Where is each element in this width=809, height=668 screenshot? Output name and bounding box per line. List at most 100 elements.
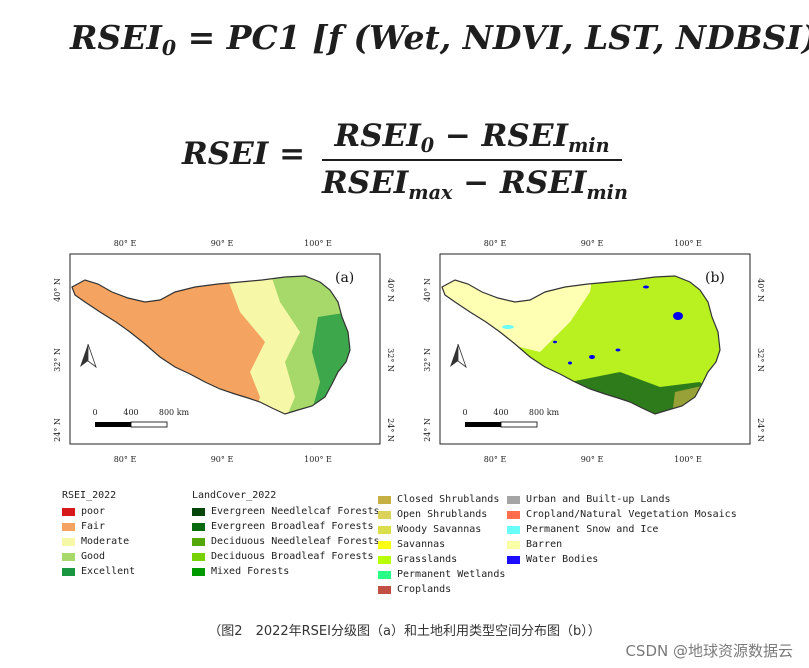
- legend-label: Excellent: [81, 566, 136, 577]
- scale-label-0: 0: [462, 408, 467, 417]
- water-body: [568, 361, 572, 365]
- scale-label-400: 400: [123, 408, 138, 417]
- legend-label: Mixed Forests: [211, 566, 290, 577]
- eq2-num-minus: − RSEI: [434, 118, 568, 154]
- legend-label: Urban and Built-up Lands: [526, 494, 671, 505]
- legend-item: Excellent: [62, 564, 135, 579]
- legend-swatch: [192, 567, 205, 576]
- legend-item: Permanent Wetlands: [378, 567, 505, 582]
- eq2-numerator: RSEI0 − RSEImin: [322, 118, 622, 157]
- lat-tick-left: 24° N: [423, 418, 432, 442]
- lon-tick-top: 100° E: [304, 239, 332, 248]
- legend-swatch: [507, 540, 520, 549]
- eq2-den-term: RSEI: [322, 165, 409, 201]
- legend-rsei: RSEI_2022 poor Fair Moderate Good Excell…: [62, 490, 135, 579]
- eq1-rhs: = PC1 [f (Wet, NDVI, LST, NDBSI)]: [187, 18, 809, 57]
- legend-item: Moderate: [62, 534, 135, 549]
- map-b-outline: [441, 275, 721, 415]
- legend-label: Closed Shrublands: [397, 494, 500, 505]
- legend-swatch: [507, 510, 520, 519]
- map-a-outline: [71, 275, 351, 415]
- legend-swatch: [62, 522, 75, 531]
- lon-tick-top: 80° E: [114, 239, 137, 248]
- equation-rsei0: RSEI0 = PC1 [f (Wet, NDVI, LST, NDBSI)]: [70, 18, 809, 60]
- legend-label: poor: [81, 506, 106, 517]
- legend-item: Water Bodies: [507, 552, 737, 567]
- north-arrow-icon: [80, 343, 97, 369]
- map-figure: 80° E 90° E 100° E 80° E 90° E 100° E 40…: [40, 232, 780, 482]
- scale-bar: 0 400 800 km: [92, 408, 190, 428]
- lat-tick-left: 32° N: [423, 348, 432, 372]
- legend-item: Evergreen Needlelcaf Forests: [192, 504, 380, 519]
- lon-tick-bottom: 100° E: [674, 455, 702, 464]
- legend-swatch: [378, 510, 391, 519]
- lat-tick-right: 40° N: [386, 278, 395, 302]
- eq2-den-sub2: min: [586, 180, 628, 204]
- legend-item: Mixed Forests: [192, 564, 380, 579]
- legend-item: Cropland/Natural Vegetation Mosaics: [507, 507, 737, 522]
- legend-landcover-other: Urban and Built-up Lands Cropland/Natura…: [507, 492, 737, 567]
- scale-label-800: 800 km: [529, 408, 560, 417]
- lon-tick-top: 90° E: [211, 239, 234, 248]
- scale-label-800: 800 km: [159, 408, 190, 417]
- map-panel-a: 80° E 90° E 100° E 80° E 90° E 100° E 40…: [50, 232, 400, 472]
- watermark: CSDN @地球资源数据云: [625, 642, 793, 660]
- map-a-svg: 80° E 90° E 100° E 80° E 90° E 100° E 40…: [53, 239, 395, 464]
- legend-label: Good: [81, 551, 106, 562]
- eq2-num-sub2: min: [567, 133, 610, 157]
- legend-swatch: [378, 525, 391, 534]
- legend-swatch: [378, 540, 391, 549]
- lon-tick-bottom: 80° E: [114, 455, 137, 464]
- legend-label: Permanent Wetlands: [397, 569, 506, 580]
- lon-tick-bottom: 100° E: [304, 455, 332, 464]
- eq2-denominator: RSEImax − RSEImin: [322, 165, 628, 204]
- lon-tick-top: 90° E: [581, 239, 604, 248]
- legend-label: Deciduous Needleleaf Forests: [211, 536, 380, 547]
- legend-item: Open Shrublands: [378, 507, 505, 522]
- legend-swatch: [378, 495, 391, 504]
- legend-label: Savannas: [397, 539, 446, 550]
- lat-tick-right: 24° N: [756, 418, 765, 442]
- lon-tick-top: 100° E: [674, 239, 702, 248]
- water-body: [589, 355, 595, 359]
- panel-label-b: (b): [705, 270, 725, 286]
- legend-swatch: [62, 537, 75, 546]
- scale-label-400: 400: [493, 408, 508, 417]
- legend-swatch: [192, 537, 205, 546]
- water-body: [553, 340, 557, 344]
- lon-tick-bottom: 90° E: [211, 455, 234, 464]
- legend-item: Savannas: [378, 537, 505, 552]
- north-arrow-icon: [450, 343, 467, 369]
- map-panel-b: 80° E 90° E 100° E 80° E 90° E 100° E 40…: [420, 232, 770, 472]
- fraction-bar: [322, 159, 622, 161]
- eq2-den-minus: − RSEI: [452, 165, 587, 201]
- eq1-lhs-sub: 0: [161, 36, 177, 61]
- legend-swatch: [507, 525, 520, 534]
- legend-label: Barren: [526, 539, 563, 550]
- legend-label: Croplands: [397, 584, 452, 595]
- legend-item: Fair: [62, 519, 135, 534]
- legend-label: Water Bodies: [526, 554, 599, 565]
- eq1-lhs: RSEI: [70, 18, 162, 57]
- legend-item: Urban and Built-up Lands: [507, 492, 737, 507]
- lat-tick-left: 40° N: [53, 278, 62, 302]
- legend-item: Deciduous Broadleaf Forests: [192, 549, 380, 564]
- legend-label: Cropland/Natural Vegetation Mosaics: [526, 509, 737, 520]
- landcover-snow-patch: [502, 325, 514, 329]
- legend-label: Deciduous Broadleaf Forests: [211, 551, 374, 562]
- legend-item: Closed Shrublands: [378, 492, 505, 507]
- lon-tick-bottom: 80° E: [484, 455, 507, 464]
- legend-item: Permanent Snow and Ice: [507, 522, 737, 537]
- legend-label: Fair: [81, 521, 106, 532]
- eq2-fraction: RSEI0 − RSEImin RSEImax − RSEImin: [322, 118, 628, 204]
- legend-item: Grasslands: [378, 552, 505, 567]
- eq2-lhs: RSEI =: [182, 136, 306, 172]
- figure-caption: （图2 2022年RSEI分级图（a）和土地利用类型空间分布图（b））: [208, 624, 601, 639]
- scale-bar: 0 400 800 km: [462, 408, 560, 428]
- lat-tick-right: 40° N: [756, 278, 765, 302]
- eq2-den-sub: max: [408, 180, 453, 204]
- legend-swatch: [62, 507, 75, 516]
- legend-label: Moderate: [81, 536, 130, 547]
- lat-tick-left: 24° N: [53, 418, 62, 442]
- legend-swatch: [192, 522, 205, 531]
